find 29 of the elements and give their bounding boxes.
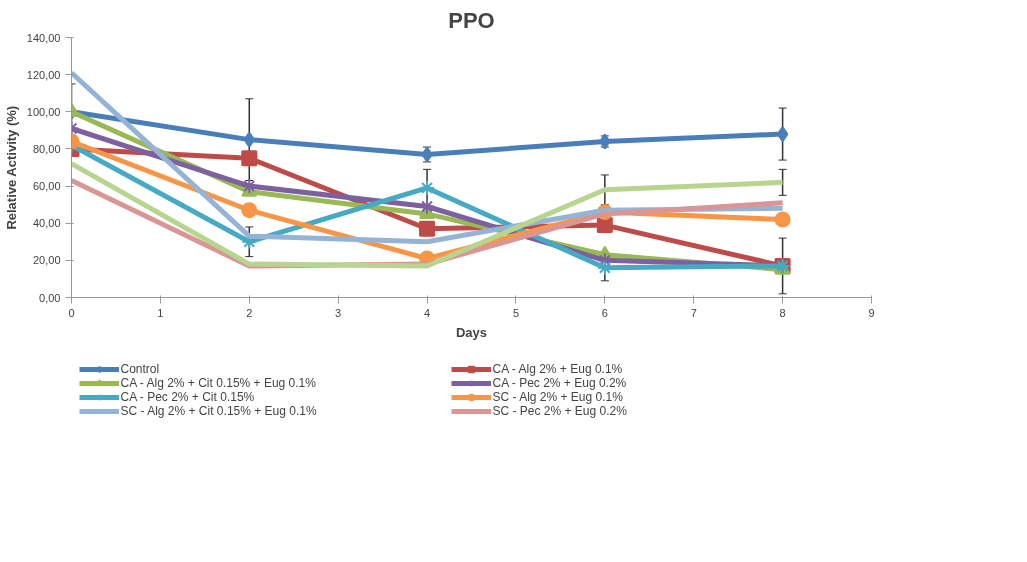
x-axis-title: Days xyxy=(455,324,488,340)
y-tick-label: 120,00 xyxy=(26,68,61,81)
y-tick-label: 20,00 xyxy=(32,254,61,267)
y-tick-label: 100,00 xyxy=(26,105,61,118)
legend-label: CA - Alg 2% + Eug 0.1% xyxy=(492,361,624,376)
y-tick-label: 80,00 xyxy=(32,142,61,155)
y-tick-label: 40,00 xyxy=(32,217,61,230)
x-tick-label: 2 xyxy=(246,306,253,319)
x-tick-label: 8 xyxy=(779,306,786,319)
x-tick-label: 6 xyxy=(601,306,608,319)
legend-label: Control xyxy=(120,361,161,376)
x-tick-label: 3 xyxy=(335,306,342,319)
y-tick-label: 140,00 xyxy=(26,31,61,44)
legend-label: CA - Pec 2% + Eug 0.2% xyxy=(492,375,628,390)
legend-label: SC - Alg 2% + Eug 0.1% xyxy=(492,389,624,404)
y-tick-label: 60,00 xyxy=(32,180,61,193)
legend-label: CA - Alg 2% + Cit 0.15% + Eug 0.1% xyxy=(120,375,317,390)
legend-label: SC - Alg 2% + Cit 0.15% + Eug 0.1% xyxy=(120,403,318,418)
legend-label: CA - Pec 2% + Cit 0.15% xyxy=(120,389,256,404)
x-tick-label: 5 xyxy=(512,306,520,319)
y-tick-label: 0,00 xyxy=(39,291,61,304)
chart-title: PPO xyxy=(448,7,495,33)
x-tick-label: 0 xyxy=(68,306,75,319)
x-tick-label: 1 xyxy=(157,306,164,319)
y-axis-title: Relative Activity (%) xyxy=(3,105,19,230)
x-tick-label: 7 xyxy=(690,306,697,319)
x-tick-label: 9 xyxy=(868,306,875,319)
x-tick-label: 4 xyxy=(424,306,431,319)
legend-label: SC - Pec 2% + Eug 0.2% xyxy=(492,403,628,418)
